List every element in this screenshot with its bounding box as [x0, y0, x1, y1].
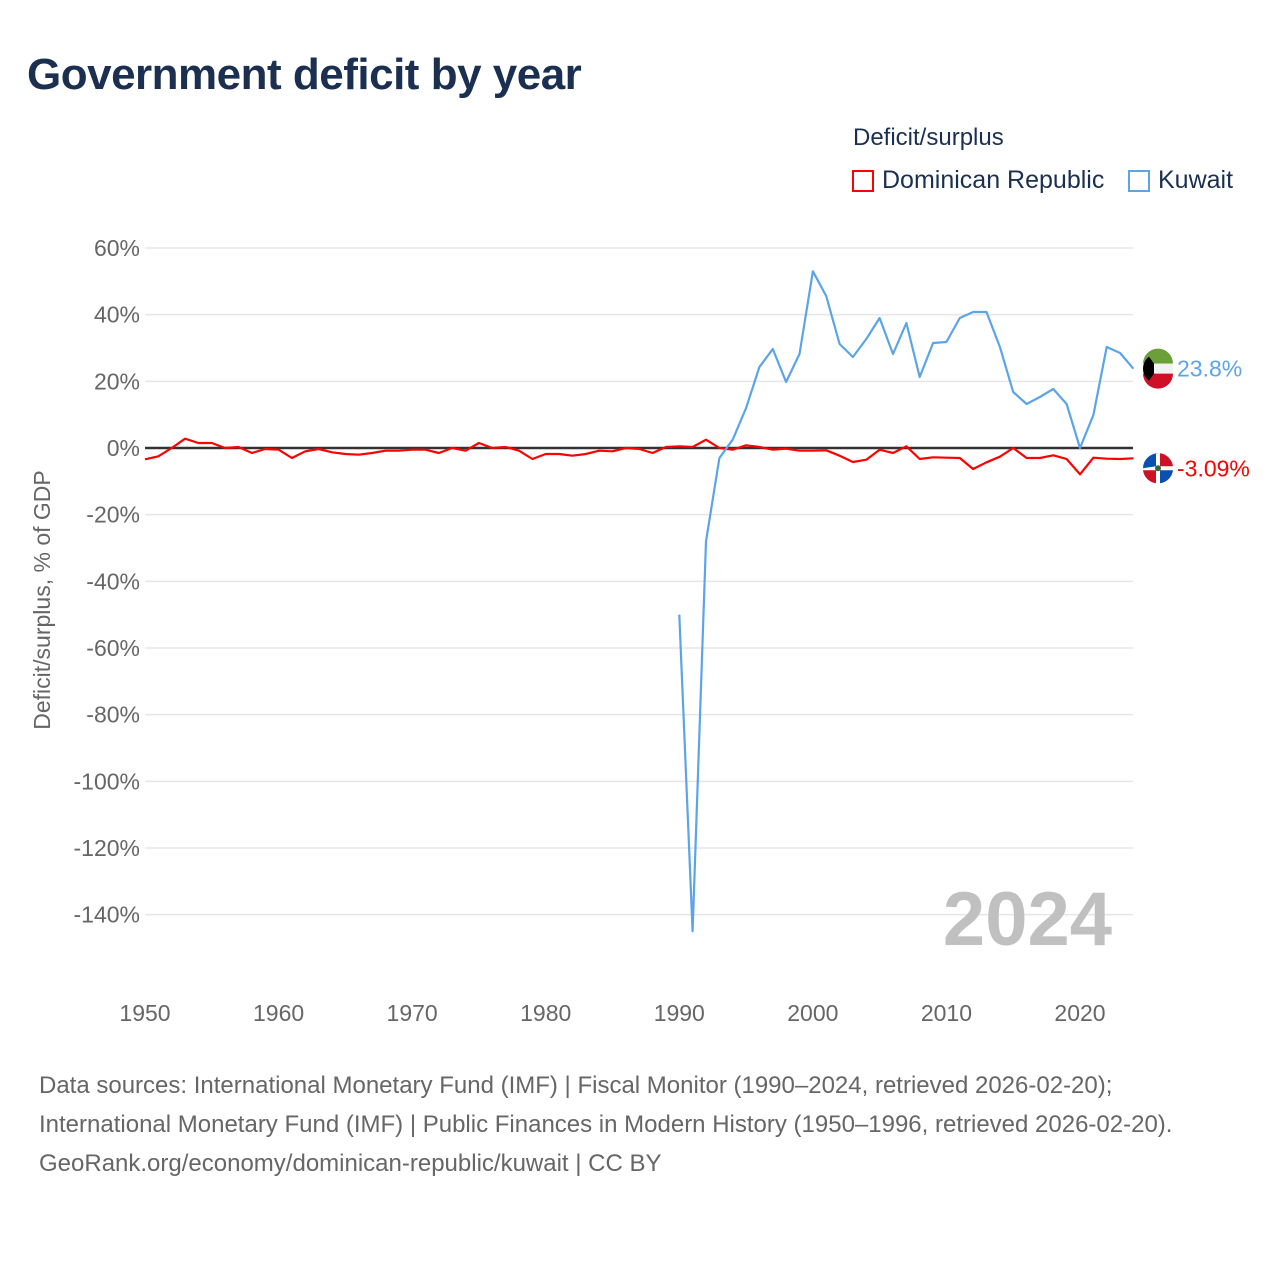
legend-item-kuwait[interactable]: Kuwait: [1128, 166, 1233, 195]
plot-area: 60% 40% 20% 0% -20% -40% -60% -80% -100% -120% -14…: [29, 235, 1250, 1026]
series-line-dominican-republic: [144, 437, 1134, 476]
x-tick-label: 1980: [520, 1000, 571, 1026]
footer: Data sources: International Monetary Fun…: [39, 1066, 1239, 1183]
legend-label: Dominican Republic: [882, 166, 1105, 194]
legend-label: Kuwait: [1158, 166, 1234, 194]
y-tick-label: 40%: [94, 302, 140, 328]
flag-quarter: [1160, 453, 1173, 467]
flag-quarter: [1143, 453, 1158, 469]
y-axis-label: Deficit/surplus, % of GDP: [29, 470, 55, 729]
x-tick-label: 1960: [253, 1000, 304, 1026]
legend-swatch: [852, 169, 874, 192]
data-sources: Data sources: International Monetary Fun…: [39, 1072, 1173, 1138]
flag-quarter: [1143, 470, 1156, 484]
flag-quarter: [1160, 470, 1173, 484]
y-tick-label: -20%: [86, 502, 140, 528]
x-tick-label: 1970: [387, 1000, 438, 1026]
x-tick-label: 2010: [921, 1000, 972, 1026]
x-tick-label: 2000: [787, 1000, 838, 1026]
y-tick-label: 0%: [107, 435, 140, 461]
y-tick-label: -60%: [86, 635, 140, 661]
flag-emblem: [1155, 465, 1161, 472]
chart-title: Government deficit by year: [27, 50, 582, 99]
x-tick-label: 2020: [1054, 1000, 1105, 1026]
x-tick-label: 1990: [654, 1000, 705, 1026]
y-tick-label: -40%: [86, 568, 140, 594]
flag-trapezoid: [1143, 356, 1154, 381]
y-tick-label: -140%: [74, 902, 140, 928]
y-tick-label: -120%: [74, 835, 140, 861]
end-value-label: -3.09%: [1177, 455, 1250, 481]
end-value-label: 23.8%: [1177, 356, 1242, 382]
series-line-kuwait: [678, 270, 1135, 933]
x-tick-label: 1950: [119, 1000, 170, 1026]
credit-link[interactable]: GeoRank.org/economy/dominican-republic/k…: [39, 1150, 662, 1177]
y-tick-label: 60%: [94, 235, 140, 261]
legend-title: Deficit/surplus: [853, 124, 1004, 151]
y-tick-label: -80%: [86, 702, 140, 728]
legend-item-dominican-republic[interactable]: Dominican Republic: [852, 166, 1104, 195]
flag-stripe: [1143, 363, 1173, 374]
y-tick-label: 20%: [94, 368, 140, 394]
y-tick-label: -100%: [74, 768, 140, 794]
year-watermark: 2024: [943, 877, 1112, 962]
legend-swatch: [1128, 169, 1150, 192]
